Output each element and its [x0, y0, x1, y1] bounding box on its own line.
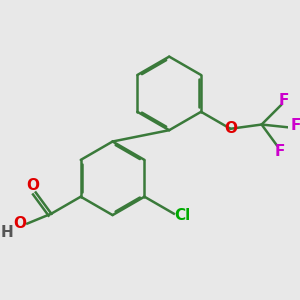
Text: O: O [26, 178, 39, 193]
Text: H: H [1, 225, 14, 240]
Text: F: F [279, 93, 290, 108]
Text: Cl: Cl [174, 208, 190, 223]
Text: O: O [224, 121, 237, 136]
Text: F: F [275, 144, 285, 159]
Text: F: F [290, 118, 300, 134]
Text: O: O [14, 216, 27, 231]
